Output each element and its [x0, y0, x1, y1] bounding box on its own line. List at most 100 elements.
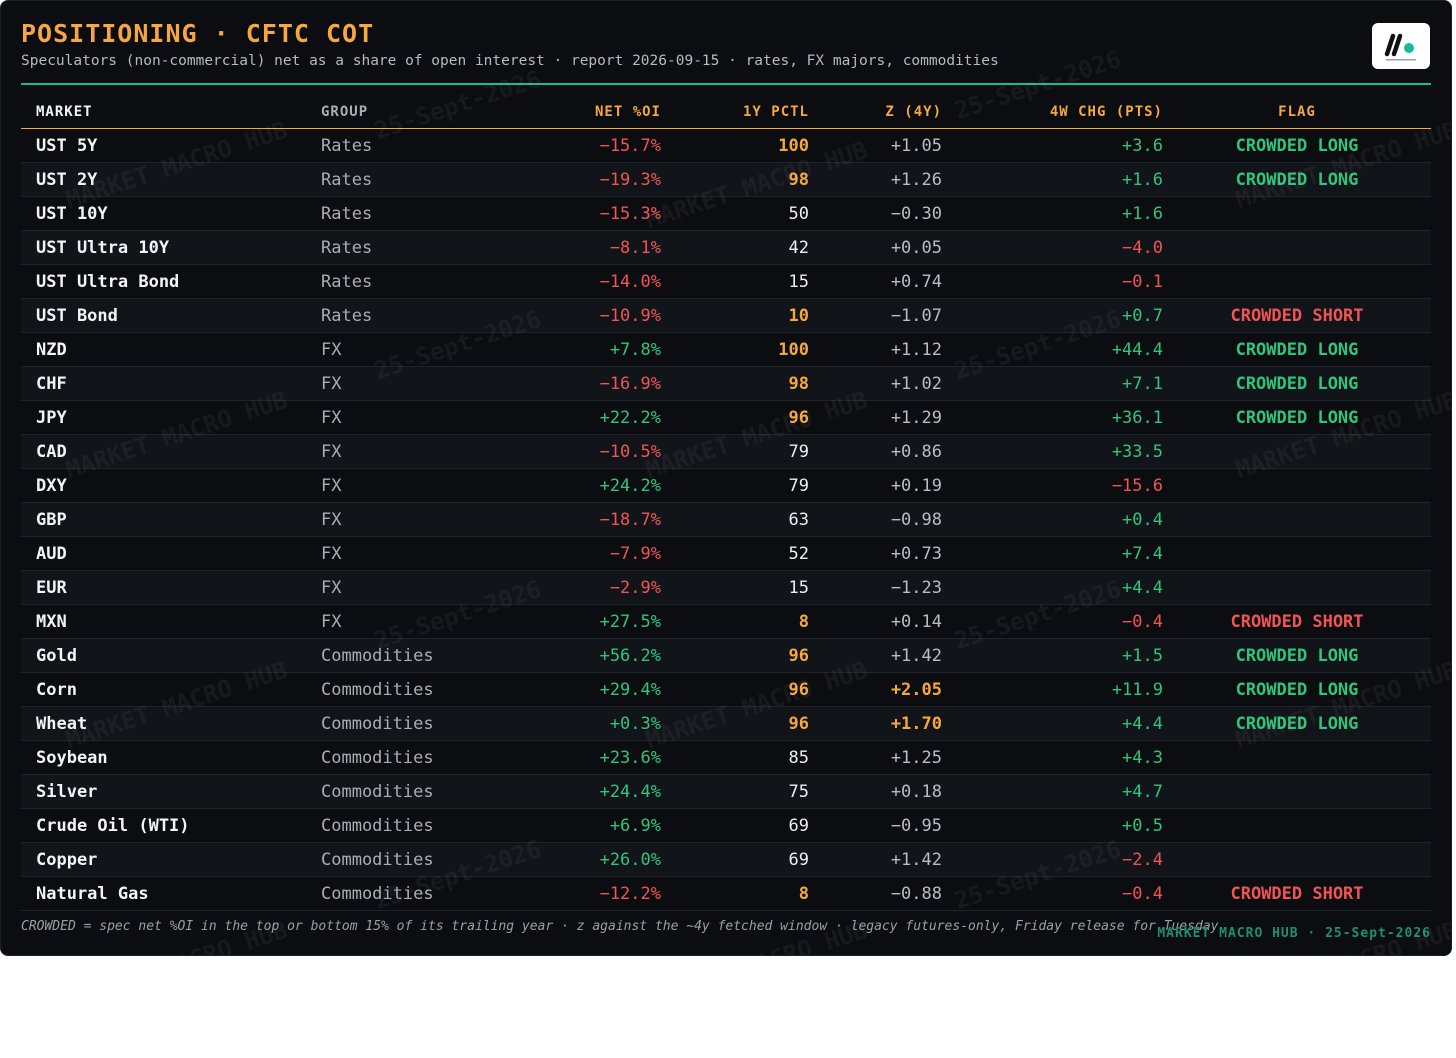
- market-cell: AUD: [21, 536, 321, 571]
- pctl-cell: 96: [661, 672, 809, 707]
- pctl-cell: 69: [661, 842, 809, 877]
- brand-footer: MARKET MACRO HUB · 25-Sept-2026: [1157, 926, 1431, 941]
- group-cell: FX: [321, 536, 521, 571]
- market-cell: GBP: [21, 502, 321, 537]
- table-row[interactable]: UST 5Y Rates −15.7% 100 +1.05 +3.6 CROWDED LON…: [21, 128, 1431, 163]
- pctl-cell: 75: [661, 774, 809, 809]
- chg-cell: +0.5: [942, 808, 1163, 843]
- table-row[interactable]: UST 2Y Rates −19.3% 98 +1.26 +1.6 CROWDED LONG: [21, 162, 1431, 197]
- pctl-cell: 42: [661, 230, 809, 265]
- table-row[interactable]: UST Ultra Bond Rates −14.0% 15 +0.74 −0.1: [21, 264, 1431, 299]
- table-row[interactable]: CAD FX −10.5% 79 +0.86 +33.5: [21, 434, 1431, 469]
- chg-cell: +4.4: [942, 706, 1163, 741]
- table-row[interactable]: Crude Oil (WTI) Commodities +6.9% 69 −0.95 +0…: [21, 808, 1431, 843]
- z-cell: +1.42: [809, 638, 942, 673]
- table-row[interactable]: UST Bond Rates −10.9% 10 −1.07 +0.7 CROWDED SH…: [21, 298, 1431, 333]
- col-z-header[interactable]: Z (4Y): [809, 95, 942, 129]
- net-oi-cell: +26.0%: [521, 842, 661, 877]
- pctl-cell: 98: [661, 162, 809, 197]
- table-row[interactable]: UST Ultra 10Y Rates −8.1% 42 +0.05 −4.0: [21, 230, 1431, 265]
- table-row[interactable]: JPY FX +22.2% 96 +1.29 +36.1 CROWDED LONG: [21, 400, 1431, 435]
- market-cell: Silver: [21, 774, 321, 809]
- table-row[interactable]: DXY FX +24.2% 79 +0.19 −15.6: [21, 468, 1431, 503]
- flag-cell: CROWDED LONG: [1163, 638, 1431, 673]
- group-cell: FX: [321, 332, 521, 367]
- net-oi-cell: +22.2%: [521, 400, 661, 435]
- pctl-cell: 85: [661, 740, 809, 775]
- table-row[interactable]: Copper Commodities +26.0% 69 +1.42 −2.4: [21, 842, 1431, 877]
- pctl-cell: 10: [661, 298, 809, 333]
- table-row[interactable]: Wheat Commodities +0.3% 96 +1.70 +4.4 CROWDED …: [21, 706, 1431, 741]
- group-cell: FX: [321, 366, 521, 401]
- pctl-cell: 79: [661, 468, 809, 503]
- table-row[interactable]: EUR FX −2.9% 15 −1.23 +4.4: [21, 570, 1431, 605]
- net-oi-cell: −7.9%: [521, 536, 661, 571]
- page-title: POSITIONING · CFTC COT: [21, 19, 375, 48]
- col-chg-header[interactable]: 4W CHG (PTS): [942, 95, 1163, 129]
- group-cell: Commodities: [321, 638, 521, 673]
- chg-cell: −0.4: [942, 604, 1163, 639]
- market-cell: UST 10Y: [21, 196, 321, 231]
- table-row[interactable]: Silver Commodities +24.4% 75 +0.18 +4.7: [21, 774, 1431, 809]
- z-cell: −0.88: [809, 876, 942, 911]
- market-cell: Wheat: [21, 706, 321, 741]
- table-row[interactable]: Natural Gas Commodities −12.2% 8 −0.88 −0.4 CR…: [21, 876, 1431, 911]
- net-oi-cell: −12.2%: [521, 876, 661, 911]
- col-net-header[interactable]: NET %OI: [521, 95, 661, 129]
- market-cell: UST Ultra Bond: [21, 264, 321, 299]
- table-row[interactable]: UST 10Y Rates −15.3% 50 −0.30 +1.6: [21, 196, 1431, 231]
- col-group-header[interactable]: GROUP: [321, 95, 521, 129]
- chg-cell: +4.4: [942, 570, 1163, 605]
- group-cell: Rates: [321, 162, 521, 197]
- group-cell: Rates: [321, 196, 521, 231]
- z-cell: +1.26: [809, 162, 942, 197]
- table-row[interactable]: Corn Commodities +29.4% 96 +2.05 +11.9 CROWDED…: [21, 672, 1431, 707]
- flag-cell: CROWDED LONG: [1163, 162, 1431, 197]
- market-cell: Soybean: [21, 740, 321, 775]
- col-pctl-header[interactable]: 1Y PCTL: [661, 95, 809, 129]
- table-row[interactable]: Gold Commodities +56.2% 96 +1.42 +1.5 CROWDED …: [21, 638, 1431, 673]
- net-oi-cell: +56.2%: [521, 638, 661, 673]
- positioning-panel: POSITIONING · CFTC COT Speculators (non-…: [0, 0, 1452, 956]
- table-row[interactable]: AUD FX −7.9% 52 +0.73 +7.4: [21, 536, 1431, 571]
- header-rule: [21, 83, 1431, 85]
- group-cell: Commodities: [321, 774, 521, 809]
- net-oi-cell: −15.3%: [521, 196, 661, 231]
- net-oi-cell: −19.3%: [521, 162, 661, 197]
- chg-cell: +1.5: [942, 638, 1163, 673]
- table-row[interactable]: NZD FX +7.8% 100 +1.12 +44.4 CROWDED LONG: [21, 332, 1431, 367]
- group-cell: Commodities: [321, 740, 521, 775]
- chg-cell: −15.6: [942, 468, 1163, 503]
- col-market-header[interactable]: MARKET: [21, 95, 321, 129]
- flag-cell: [1163, 842, 1431, 877]
- pctl-cell: 96: [661, 706, 809, 741]
- net-oi-cell: −16.9%: [521, 366, 661, 401]
- group-cell: Rates: [321, 230, 521, 265]
- group-cell: Commodities: [321, 876, 521, 911]
- pctl-cell: 98: [661, 366, 809, 401]
- z-cell: +0.73: [809, 536, 942, 571]
- z-cell: −1.07: [809, 298, 942, 333]
- table-row[interactable]: GBP FX −18.7% 63 −0.98 +0.4: [21, 502, 1431, 537]
- chg-cell: +1.6: [942, 162, 1163, 197]
- chg-cell: +1.6: [942, 196, 1163, 231]
- group-cell: FX: [321, 604, 521, 639]
- table-row[interactable]: CHF FX −16.9% 98 +1.02 +7.1 CROWDED LONG: [21, 366, 1431, 401]
- col-flag-header[interactable]: FLAG: [1163, 95, 1431, 129]
- market-cell: MXN: [21, 604, 321, 639]
- market-cell: UST Bond: [21, 298, 321, 333]
- z-cell: +1.42: [809, 842, 942, 877]
- table-row[interactable]: Soybean Commodities +23.6% 85 +1.25 +4.3: [21, 740, 1431, 775]
- flag-cell: [1163, 536, 1431, 571]
- table-row[interactable]: MXN FX +27.5% 8 +0.14 −0.4 CROWDED SHORT: [21, 604, 1431, 639]
- net-oi-cell: −10.5%: [521, 434, 661, 469]
- flag-cell: [1163, 196, 1431, 231]
- flag-cell: CROWDED LONG: [1163, 128, 1431, 163]
- group-cell: Commodities: [321, 672, 521, 707]
- flag-cell: [1163, 468, 1431, 503]
- z-cell: +0.05: [809, 230, 942, 265]
- market-cell: JPY: [21, 400, 321, 435]
- z-cell: +0.18: [809, 774, 942, 809]
- net-oi-cell: −8.1%: [521, 230, 661, 265]
- cot-table: MARKET GROUP NET %OI 1Y PCTL Z (4Y) 4W C…: [21, 95, 1431, 911]
